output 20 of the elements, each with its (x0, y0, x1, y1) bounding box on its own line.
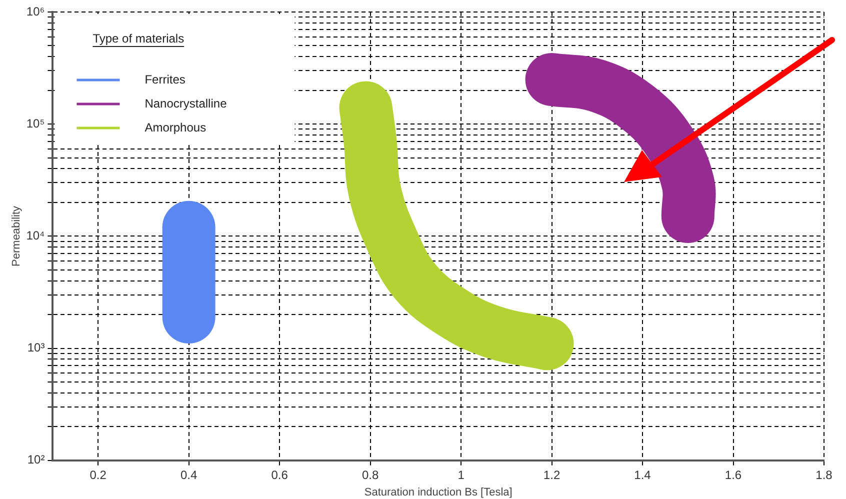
x-axis-title: Saturation induction Bs [Tesla] (364, 486, 512, 498)
legend-label: Nanocrystalline (144, 96, 228, 110)
x-tick-label: 1.6 (724, 468, 742, 482)
x-tick-label: 0.2 (90, 468, 107, 482)
x-tick-label: 1 (458, 468, 465, 482)
x-tick-label: 1.2 (543, 468, 560, 482)
x-tick-label: 1.8 (816, 468, 833, 482)
y-tick-label: 10³ (27, 340, 45, 355)
y-tick-label: 10⁶ (26, 4, 45, 18)
legend-label: Ferrites (144, 72, 186, 86)
y-tick-label: 10⁴ (26, 228, 45, 243)
y-tick-label: 10⁵ (26, 116, 45, 130)
legend-label: Amorphous (144, 120, 206, 134)
y-axis-title: Permeability (10, 205, 23, 266)
x-tick-label: 0.4 (180, 468, 198, 482)
y-tick-label: 10² (27, 452, 45, 467)
legend-title: Type of materials (92, 31, 184, 46)
x-tick-label: 0.8 (362, 468, 379, 482)
x-tick-label: 0.6 (271, 468, 288, 482)
x-tick-label: 1.4 (634, 468, 652, 482)
